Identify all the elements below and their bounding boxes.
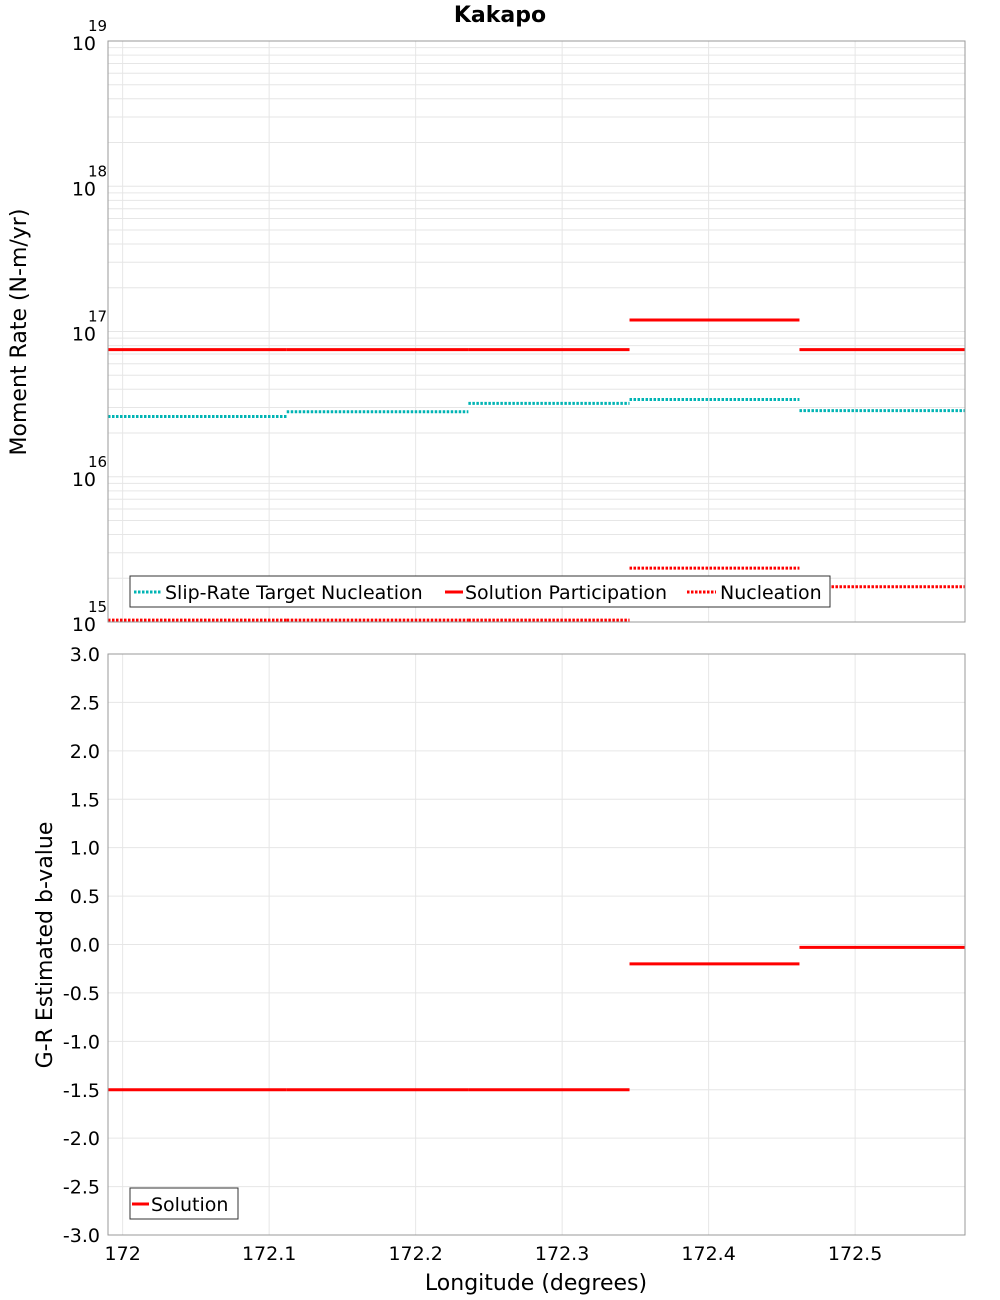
moment-y-tick-exp-3: 18	[88, 162, 107, 180]
legend-label-nucleation: Nucleation	[720, 582, 822, 604]
x-tick-1: 172.1	[242, 1243, 296, 1265]
b-value-y-tick-3: 1.5	[70, 789, 100, 811]
b-value-plot-frame	[107, 653, 966, 1236]
moment-plot-frame	[107, 40, 966, 623]
moment-y-tick-base-2: 10	[72, 324, 96, 346]
b-value-y-tick-10: -2.0	[63, 1128, 100, 1150]
x-axis-label: Longitude (degrees)	[425, 1271, 647, 1296]
moment-legend: Slip-Rate Target Nucleation Solution Par…	[129, 575, 831, 608]
b-value-y-tick-7: -0.5	[63, 983, 100, 1005]
b-value-series	[108, 945, 965, 1092]
moment-y-tick-base-4: 10	[72, 33, 96, 55]
x-tick-4: 172.4	[681, 1243, 735, 1265]
x-tick-0: 172	[105, 1243, 141, 1265]
b-value-y-tick-5: 0.5	[70, 886, 100, 908]
legend-label-solution: Solution	[151, 1194, 228, 1216]
moment-y-tick-exp-4: 19	[88, 17, 107, 35]
b-value-y-tick-8: -1.0	[63, 1031, 100, 1053]
moment-y-tick-exp-2: 17	[88, 308, 107, 326]
moment-y-tick-base-0: 10	[72, 614, 96, 636]
moment-y-tick-exp-1: 16	[88, 453, 107, 471]
b-value-y-ticks: 3.0 2.5 2.0 1.5 1.0 0.5 0.0 -0.5 -1.0 -1.5 -2.0 -2.…	[63, 644, 100, 1247]
moment-y-axis-label: Moment Rate (N-m/yr)	[7, 209, 32, 456]
b-value-legend: Solution	[129, 1187, 239, 1220]
moment-y-tick-base-1: 10	[72, 469, 96, 491]
b-value-y-axis-label: G-R Estimated b-value	[33, 822, 58, 1069]
x-tick-3: 172.3	[535, 1243, 589, 1265]
b-value-y-tick-9: -1.5	[63, 1080, 100, 1102]
moment-grid	[108, 41, 965, 623]
chart-title: Kakapo	[454, 3, 546, 28]
b-value-y-tick-2: 2.0	[70, 741, 100, 763]
legend-label-solution-participation: Solution Participation	[465, 582, 667, 604]
moment-y-tick-exp-0: 15	[88, 598, 107, 616]
b-value-y-tick-12: -3.0	[63, 1225, 100, 1247]
x-tick-2: 172.2	[388, 1243, 442, 1265]
b-value-y-tick-0: 3.0	[70, 644, 100, 666]
moment-series	[108, 318, 965, 622]
legend-label-slip-rate-target-nucleation: Slip-Rate Target Nucleation	[165, 582, 423, 604]
b-value-panel: 3.0 2.5 2.0 1.5 1.0 0.5 0.0 -0.5 -1.0 -1.5 -2.0 -2.…	[33, 644, 966, 1247]
b-value-y-tick-6: 0.0	[70, 935, 100, 957]
x-ticks: 172 172.1 172.2 172.3 172.4 172.5	[105, 1243, 883, 1265]
b-value-y-tick-11: -2.5	[63, 1177, 100, 1199]
b-value-y-tick-1: 2.5	[70, 692, 100, 714]
moment-y-tick-base-3: 10	[72, 178, 96, 200]
x-tick-5: 172.5	[828, 1243, 882, 1265]
b-value-y-tick-4: 1.0	[70, 838, 100, 860]
